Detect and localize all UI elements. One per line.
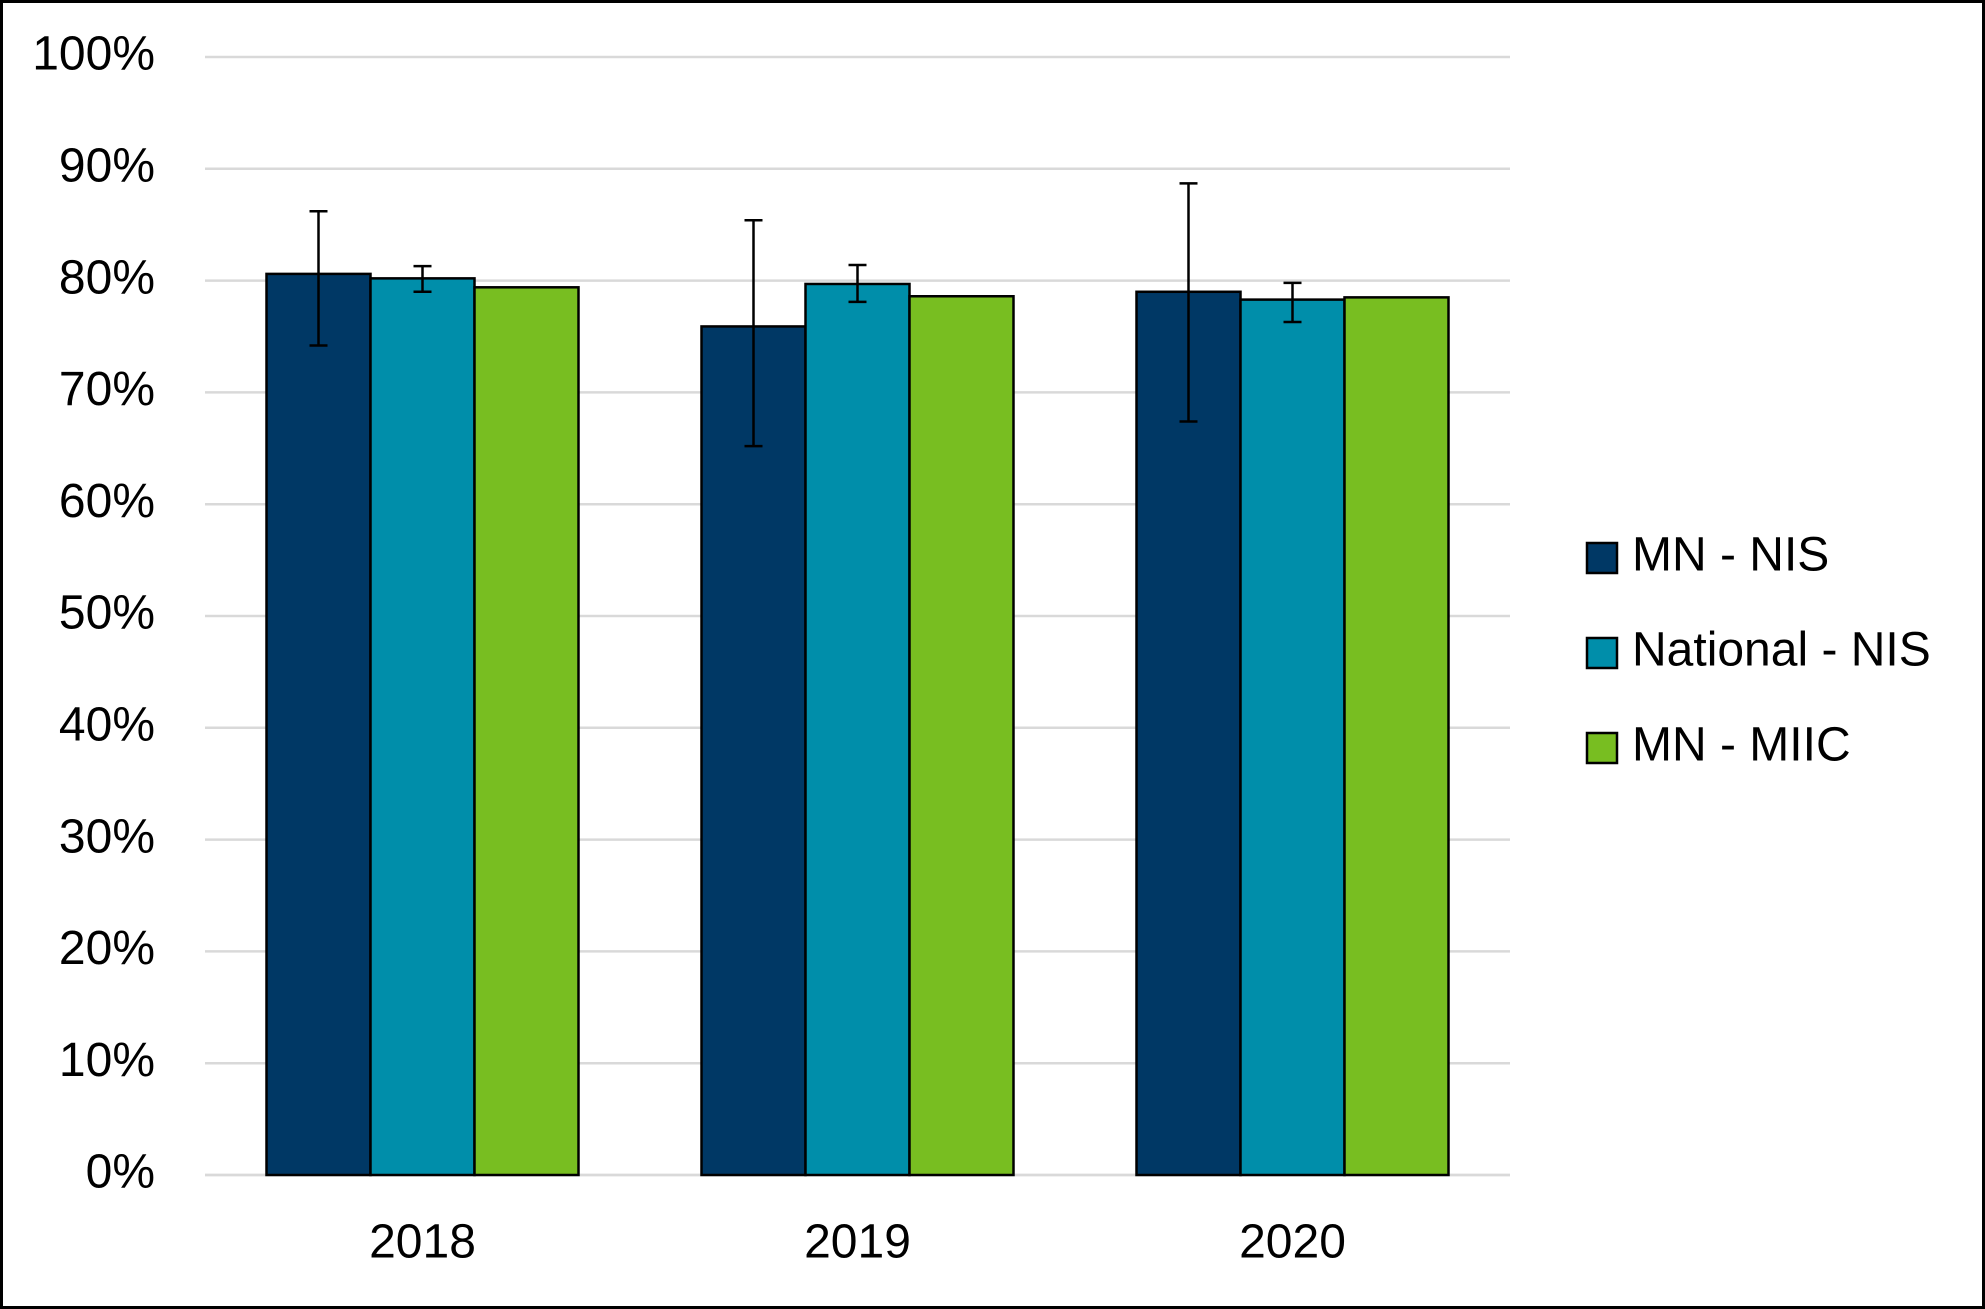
legend-swatch	[1585, 636, 1619, 670]
bar	[1135, 290, 1242, 1177]
y-tick-label: 0%	[86, 1146, 155, 1199]
y-tick-label: 20%	[59, 922, 155, 975]
y-tick-label: 60%	[59, 475, 155, 528]
y-tick-label: 50%	[59, 587, 155, 640]
bar	[700, 325, 807, 1177]
bar	[1239, 298, 1346, 1177]
y-tick-label: 100%	[32, 28, 155, 81]
bar	[908, 295, 1015, 1177]
bar	[369, 277, 476, 1177]
x-tick-label: 2018	[369, 1216, 476, 1269]
x-tick-label: 2019	[804, 1216, 911, 1269]
y-tick-label: 10%	[59, 1034, 155, 1087]
legend-label: MN - NIS	[1632, 529, 1829, 582]
legend-label: National - NIS	[1632, 624, 1931, 677]
legend-swatch	[1585, 541, 1619, 575]
y-tick-label: 40%	[59, 698, 155, 751]
bar	[473, 286, 580, 1177]
y-tick-label: 90%	[59, 139, 155, 192]
y-tick-label: 70%	[59, 363, 155, 416]
y-tick-label: 80%	[59, 251, 155, 304]
legend-swatch	[1585, 731, 1619, 765]
bar	[265, 272, 372, 1177]
bar	[1343, 296, 1450, 1177]
y-tick-label: 30%	[59, 810, 155, 863]
bar	[804, 282, 911, 1177]
legend-label: MN - MIIC	[1632, 719, 1851, 772]
x-tick-label: 2020	[1239, 1216, 1346, 1269]
